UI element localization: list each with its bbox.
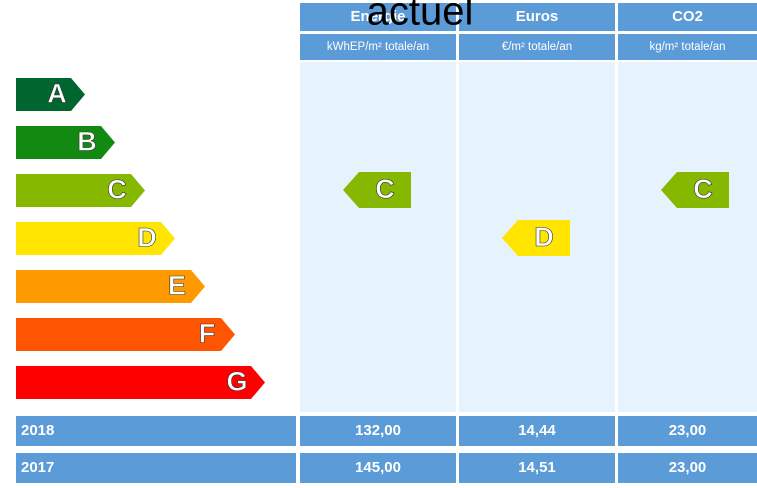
header-cell bbox=[618, 3, 757, 31]
class-arrow bbox=[16, 222, 175, 255]
column-unit: kg/m² totale/an bbox=[649, 41, 725, 53]
value: 145,00 bbox=[355, 459, 401, 476]
column-unit: €/m² totale/an bbox=[502, 41, 572, 53]
class-arrow bbox=[16, 318, 235, 351]
class-letter: B bbox=[77, 127, 97, 157]
column-header: Euros bbox=[516, 8, 559, 25]
column-header: CO2 bbox=[672, 8, 703, 25]
year-cell bbox=[16, 453, 296, 483]
class-letter: F bbox=[199, 319, 216, 349]
class-arrow bbox=[16, 78, 85, 111]
class-letter: A bbox=[47, 79, 67, 109]
class-arrow bbox=[16, 174, 145, 207]
class-letter: E bbox=[168, 271, 186, 301]
value-cell bbox=[618, 453, 757, 483]
column-unit: kWhEP/m² totale/an bbox=[327, 41, 429, 53]
class-letter: G bbox=[226, 367, 247, 397]
value-cell bbox=[618, 416, 757, 446]
column-header: Energie bbox=[350, 8, 405, 25]
class-arrow bbox=[16, 366, 265, 399]
class-letter: D bbox=[137, 223, 157, 253]
value: 14,44 bbox=[518, 422, 556, 439]
value-cell bbox=[459, 453, 615, 483]
class-arrow bbox=[16, 126, 115, 159]
year: 2018 bbox=[21, 422, 54, 439]
column-body bbox=[618, 62, 757, 412]
value: 23,00 bbox=[669, 459, 707, 476]
value: 132,00 bbox=[355, 422, 401, 439]
value-cell bbox=[459, 416, 615, 446]
class-indicator bbox=[661, 172, 729, 208]
indicator-letter: C bbox=[693, 174, 713, 204]
overlay-title: actuel bbox=[367, 0, 474, 34]
year: 2017 bbox=[21, 459, 54, 476]
value: 14,51 bbox=[518, 459, 556, 476]
value-cell bbox=[300, 416, 456, 446]
class-letter: C bbox=[107, 175, 127, 205]
value-cell bbox=[300, 453, 456, 483]
unit-cell bbox=[618, 34, 757, 60]
header-cell bbox=[459, 3, 615, 31]
class-indicator bbox=[502, 220, 570, 256]
class-arrow bbox=[16, 270, 205, 303]
column-body bbox=[300, 62, 456, 412]
unit-cell bbox=[300, 34, 456, 60]
indicator-letter: D bbox=[534, 222, 554, 252]
indicator-letter: C bbox=[375, 174, 395, 204]
value: 23,00 bbox=[669, 422, 707, 439]
year-cell bbox=[16, 416, 296, 446]
header-cell bbox=[300, 3, 456, 31]
unit-cell bbox=[459, 34, 615, 60]
class-indicator bbox=[343, 172, 411, 208]
